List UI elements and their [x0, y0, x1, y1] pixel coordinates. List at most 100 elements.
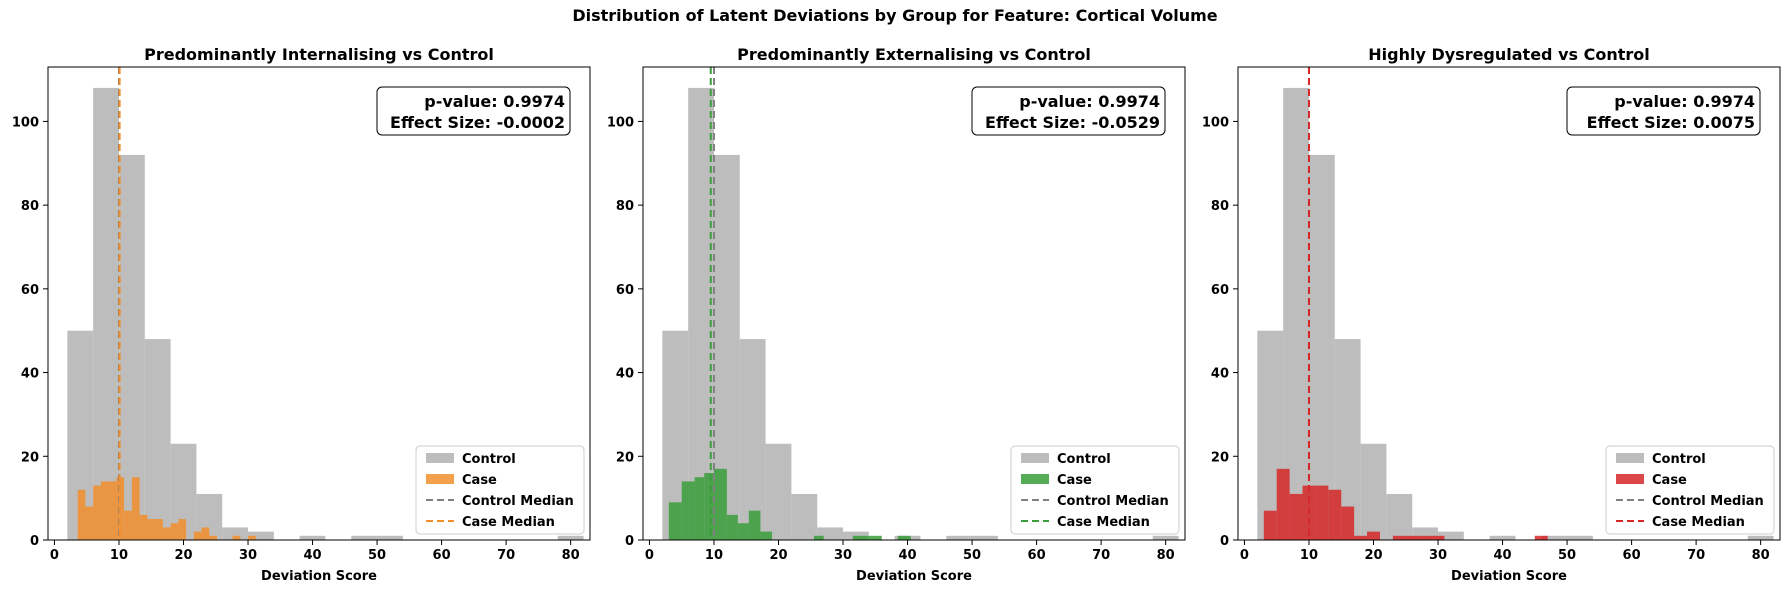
x-axis-label: Deviation Score: [856, 569, 972, 584]
legend-swatch: [426, 474, 454, 484]
case-bar: [1289, 493, 1303, 540]
y-tick-label: 0: [30, 534, 39, 549]
case-bar: [1315, 485, 1329, 540]
case-bar: [1405, 535, 1419, 540]
case-bar: [704, 473, 714, 540]
stats-effect-size: Effect Size: 0.0075: [1587, 113, 1755, 132]
case-bar: [124, 510, 132, 540]
x-tick-label: 80: [562, 548, 580, 563]
case-bar: [868, 535, 882, 540]
y-tick-label: 80: [616, 199, 634, 214]
case-bar: [139, 514, 148, 540]
legend-label: Case: [462, 473, 497, 488]
case-bar: [77, 489, 86, 540]
stats-effect-size: Effect Size: -0.0529: [985, 113, 1160, 132]
case-bar: [737, 523, 749, 540]
legend-label: Control: [1652, 452, 1706, 467]
case-bar: [232, 535, 241, 540]
legend-label: Case: [1057, 473, 1092, 488]
x-tick-label: 60: [433, 548, 451, 563]
legend-label: Control Median: [1652, 494, 1764, 509]
panel-2: Predominantly Externalising vs Control 0 1…: [607, 45, 1186, 584]
case-bar: [1392, 535, 1406, 540]
control-bar: [1360, 443, 1387, 540]
case-bar: [1328, 489, 1342, 540]
x-tick-label: 40: [899, 548, 917, 563]
case-bar: [681, 481, 695, 540]
case-bar: [1418, 535, 1432, 540]
legend-label: Case Median: [462, 515, 555, 530]
panel-title: Predominantly Externalising vs Control: [737, 45, 1091, 64]
case-bar: [813, 535, 824, 540]
control-bar: [765, 443, 792, 540]
y-tick-label: 100: [12, 115, 39, 130]
case-bar: [155, 519, 163, 540]
stats-p-value: p-value: 0.9974: [1614, 92, 1755, 111]
control-bar: [1152, 535, 1179, 540]
case-bar: [162, 527, 171, 540]
case-bar: [209, 535, 218, 540]
panel-title: Predominantly Internalising vs Control: [144, 45, 494, 64]
x-tick-label: 0: [50, 548, 59, 563]
y-tick-label: 0: [1220, 534, 1229, 549]
legend-label: Control Median: [1057, 494, 1169, 509]
x-tick-label: 10: [705, 548, 723, 563]
legend-label: Control: [1057, 452, 1111, 467]
control-bar: [1308, 154, 1335, 540]
x-tick-label: 70: [1092, 548, 1110, 563]
stats-effect-size: Effect Size: -0.0002: [390, 113, 565, 132]
legend-box: [1010, 445, 1180, 535]
case-bar: [713, 468, 727, 540]
x-tick-label: 20: [1364, 548, 1382, 563]
axes-frame: [1237, 66, 1781, 541]
x-tick-label: 20: [174, 548, 192, 563]
x-tick-label: 30: [1429, 548, 1447, 563]
legend-swatch: [1616, 453, 1644, 463]
case-bar: [1341, 506, 1355, 540]
control-bar: [791, 493, 818, 540]
axes-frame: [47, 66, 591, 541]
legend-label: Control: [462, 452, 516, 467]
control-bar: [688, 87, 714, 541]
case-bar: [85, 506, 94, 540]
control-bar: [1747, 535, 1774, 540]
x-tick-label: 50: [368, 548, 386, 563]
control-bar: [1438, 531, 1464, 540]
case-bar: [178, 519, 187, 540]
case-bar: [147, 519, 156, 540]
y-tick-label: 20: [616, 450, 634, 465]
x-tick-label: 40: [304, 548, 322, 563]
x-tick-label: 10: [110, 548, 128, 563]
case-bar: [100, 481, 109, 540]
case-bar: [694, 477, 705, 540]
x-tick-label: 60: [1623, 548, 1641, 563]
control-bar: [222, 527, 249, 540]
x-axis-label: Deviation Score: [261, 569, 377, 584]
y-tick-label: 0: [625, 534, 634, 549]
x-tick-label: 80: [1157, 548, 1175, 563]
case-bar: [1263, 510, 1277, 540]
legend-swatch: [1616, 474, 1644, 484]
control-bar: [1283, 87, 1309, 541]
legend-label: Control Median: [462, 494, 574, 509]
y-tick-label: 40: [1211, 367, 1229, 382]
y-tick-label: 100: [1202, 115, 1229, 130]
case-bar: [93, 485, 101, 540]
legend-box: [1605, 445, 1775, 535]
y-tick-label: 100: [607, 115, 634, 130]
panel-title: Highly Dysregulated vs Control: [1368, 45, 1650, 64]
legend-label: Case Median: [1652, 515, 1745, 530]
figure-suptitle: Distribution of Latent Deviations by Gro…: [572, 6, 1218, 25]
case-bar: [1534, 535, 1548, 540]
y-tick-label: 20: [1211, 450, 1229, 465]
x-tick-label: 40: [1494, 548, 1512, 563]
control-bar: [946, 535, 998, 540]
case-bar: [108, 481, 117, 540]
control-bar: [299, 535, 326, 540]
x-tick-label: 60: [1028, 548, 1046, 563]
x-tick-label: 70: [1687, 548, 1705, 563]
y-tick-label: 60: [1211, 283, 1229, 298]
case-bar: [1431, 535, 1445, 540]
case-bar: [170, 523, 179, 540]
control-bar: [93, 87, 119, 541]
